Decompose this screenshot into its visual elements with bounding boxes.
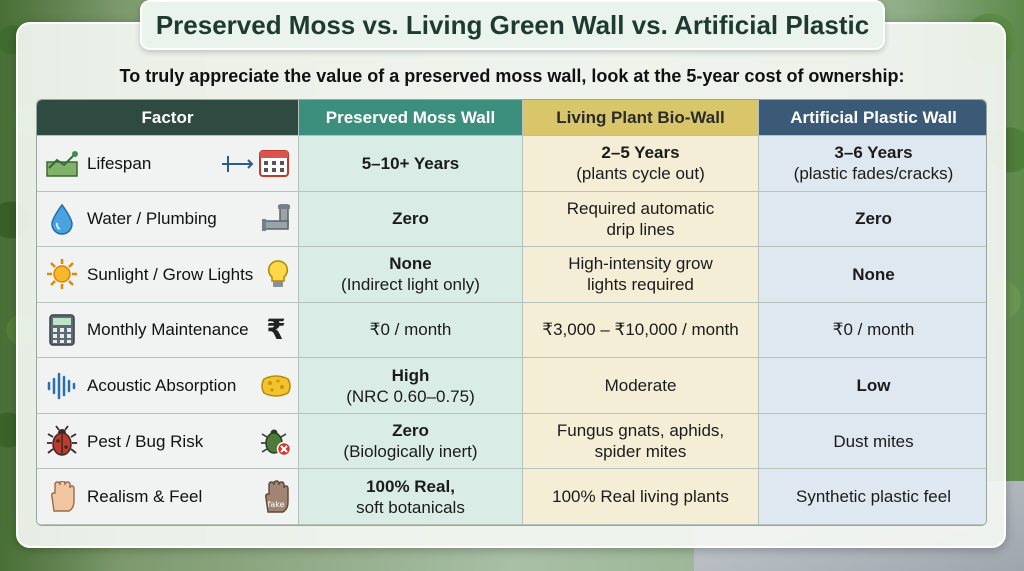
moss-acoustic: High (NRC 0.60–0.75) bbox=[299, 358, 523, 414]
factor-maintenance: Monthly Maintenance ₹ bbox=[37, 302, 299, 359]
header-living-wall: Living Plant Bio-Wall bbox=[523, 100, 759, 136]
moss-realism: 100% Real, soft botanicals bbox=[299, 469, 523, 525]
factor-label: Sunlight / Grow Lights bbox=[87, 264, 254, 284]
living-water: Required automatic drip lines bbox=[523, 191, 759, 248]
fake-hand-icon: fake bbox=[260, 480, 292, 513]
moss-maintenance: ₹0 / month bbox=[299, 302, 523, 359]
svg-text:fake: fake bbox=[268, 500, 285, 509]
no-bug-icon bbox=[260, 425, 292, 457]
water-drop-icon bbox=[45, 202, 79, 236]
moss-lifespan: 5–10+ Years bbox=[299, 136, 523, 192]
factor-label: Water / Plumbing bbox=[87, 209, 217, 229]
factor-realism: Realism & Feel fake bbox=[37, 469, 299, 525]
factor-label: Lifespan bbox=[87, 153, 152, 173]
factor-water-plumbing: Water / Plumbing bbox=[37, 191, 299, 248]
calendar-icon bbox=[220, 147, 292, 179]
factor-label: Acoustic Absorption bbox=[87, 376, 237, 396]
light-bulb-icon bbox=[262, 258, 294, 290]
rupee-icon: ₹ bbox=[266, 314, 286, 346]
plastic-maintenance: ₹0 / month bbox=[759, 302, 986, 359]
factor-acoustic: Acoustic Absorption bbox=[37, 358, 299, 414]
factor-lifespan: Lifespan bbox=[37, 136, 299, 192]
plastic-realism: Synthetic plastic feel bbox=[759, 469, 986, 525]
plastic-water: Zero bbox=[759, 191, 986, 248]
moss-sunlight: None (Indirect light only) bbox=[299, 247, 523, 303]
plastic-lifespan: 3–6 Years (plastic fades/cracks) bbox=[759, 136, 986, 192]
page-subtitle: To truly appreciate the value of a prese… bbox=[119, 66, 905, 86]
bug-icon bbox=[45, 424, 79, 458]
header-factor: Factor bbox=[37, 100, 299, 136]
living-pest: Fungus gnats, aphids, spider mites bbox=[523, 413, 759, 470]
sun-icon bbox=[45, 257, 79, 291]
factor-sunlight: Sunlight / Grow Lights bbox=[37, 247, 299, 303]
moss-water: Zero bbox=[299, 191, 523, 248]
factor-pest: Pest / Bug Risk bbox=[37, 413, 299, 470]
header-artificial-plastic: Artificial Plastic Wall bbox=[759, 100, 986, 136]
pipe-icon bbox=[260, 203, 292, 235]
living-acoustic: Moderate bbox=[523, 358, 759, 414]
growth-chart-icon bbox=[45, 146, 79, 180]
title-banner: Preserved Moss vs. Living Green Wall vs.… bbox=[140, 0, 885, 50]
factor-label: Pest / Bug Risk bbox=[87, 431, 204, 451]
sponge-icon bbox=[260, 370, 292, 402]
moss-pest: Zero (Biologically inert) bbox=[299, 413, 523, 470]
comparison-table: Factor Preserved Moss Wall Living Plant … bbox=[36, 99, 987, 526]
page-title: Preserved Moss vs. Living Green Wall vs.… bbox=[155, 9, 870, 40]
factor-label: Monthly Maintenance bbox=[87, 320, 249, 340]
plastic-sunlight: None bbox=[759, 247, 986, 303]
sound-wave-icon bbox=[45, 369, 79, 403]
living-sunlight: High-intensity grow lights required bbox=[523, 247, 759, 303]
calculator-icon bbox=[45, 313, 79, 347]
living-maintenance: ₹3,000 – ₹10,000 / month bbox=[523, 302, 759, 359]
header-preserved-moss: Preserved Moss Wall bbox=[299, 100, 523, 136]
living-realism: 100% Real living plants bbox=[523, 469, 759, 525]
hand-icon bbox=[45, 480, 79, 514]
plastic-pest: Dust mites bbox=[759, 413, 986, 470]
factor-label: Realism & Feel bbox=[87, 487, 203, 507]
living-lifespan: 2–5 Years (plants cycle out) bbox=[523, 136, 759, 192]
plastic-acoustic: Low bbox=[759, 358, 986, 414]
